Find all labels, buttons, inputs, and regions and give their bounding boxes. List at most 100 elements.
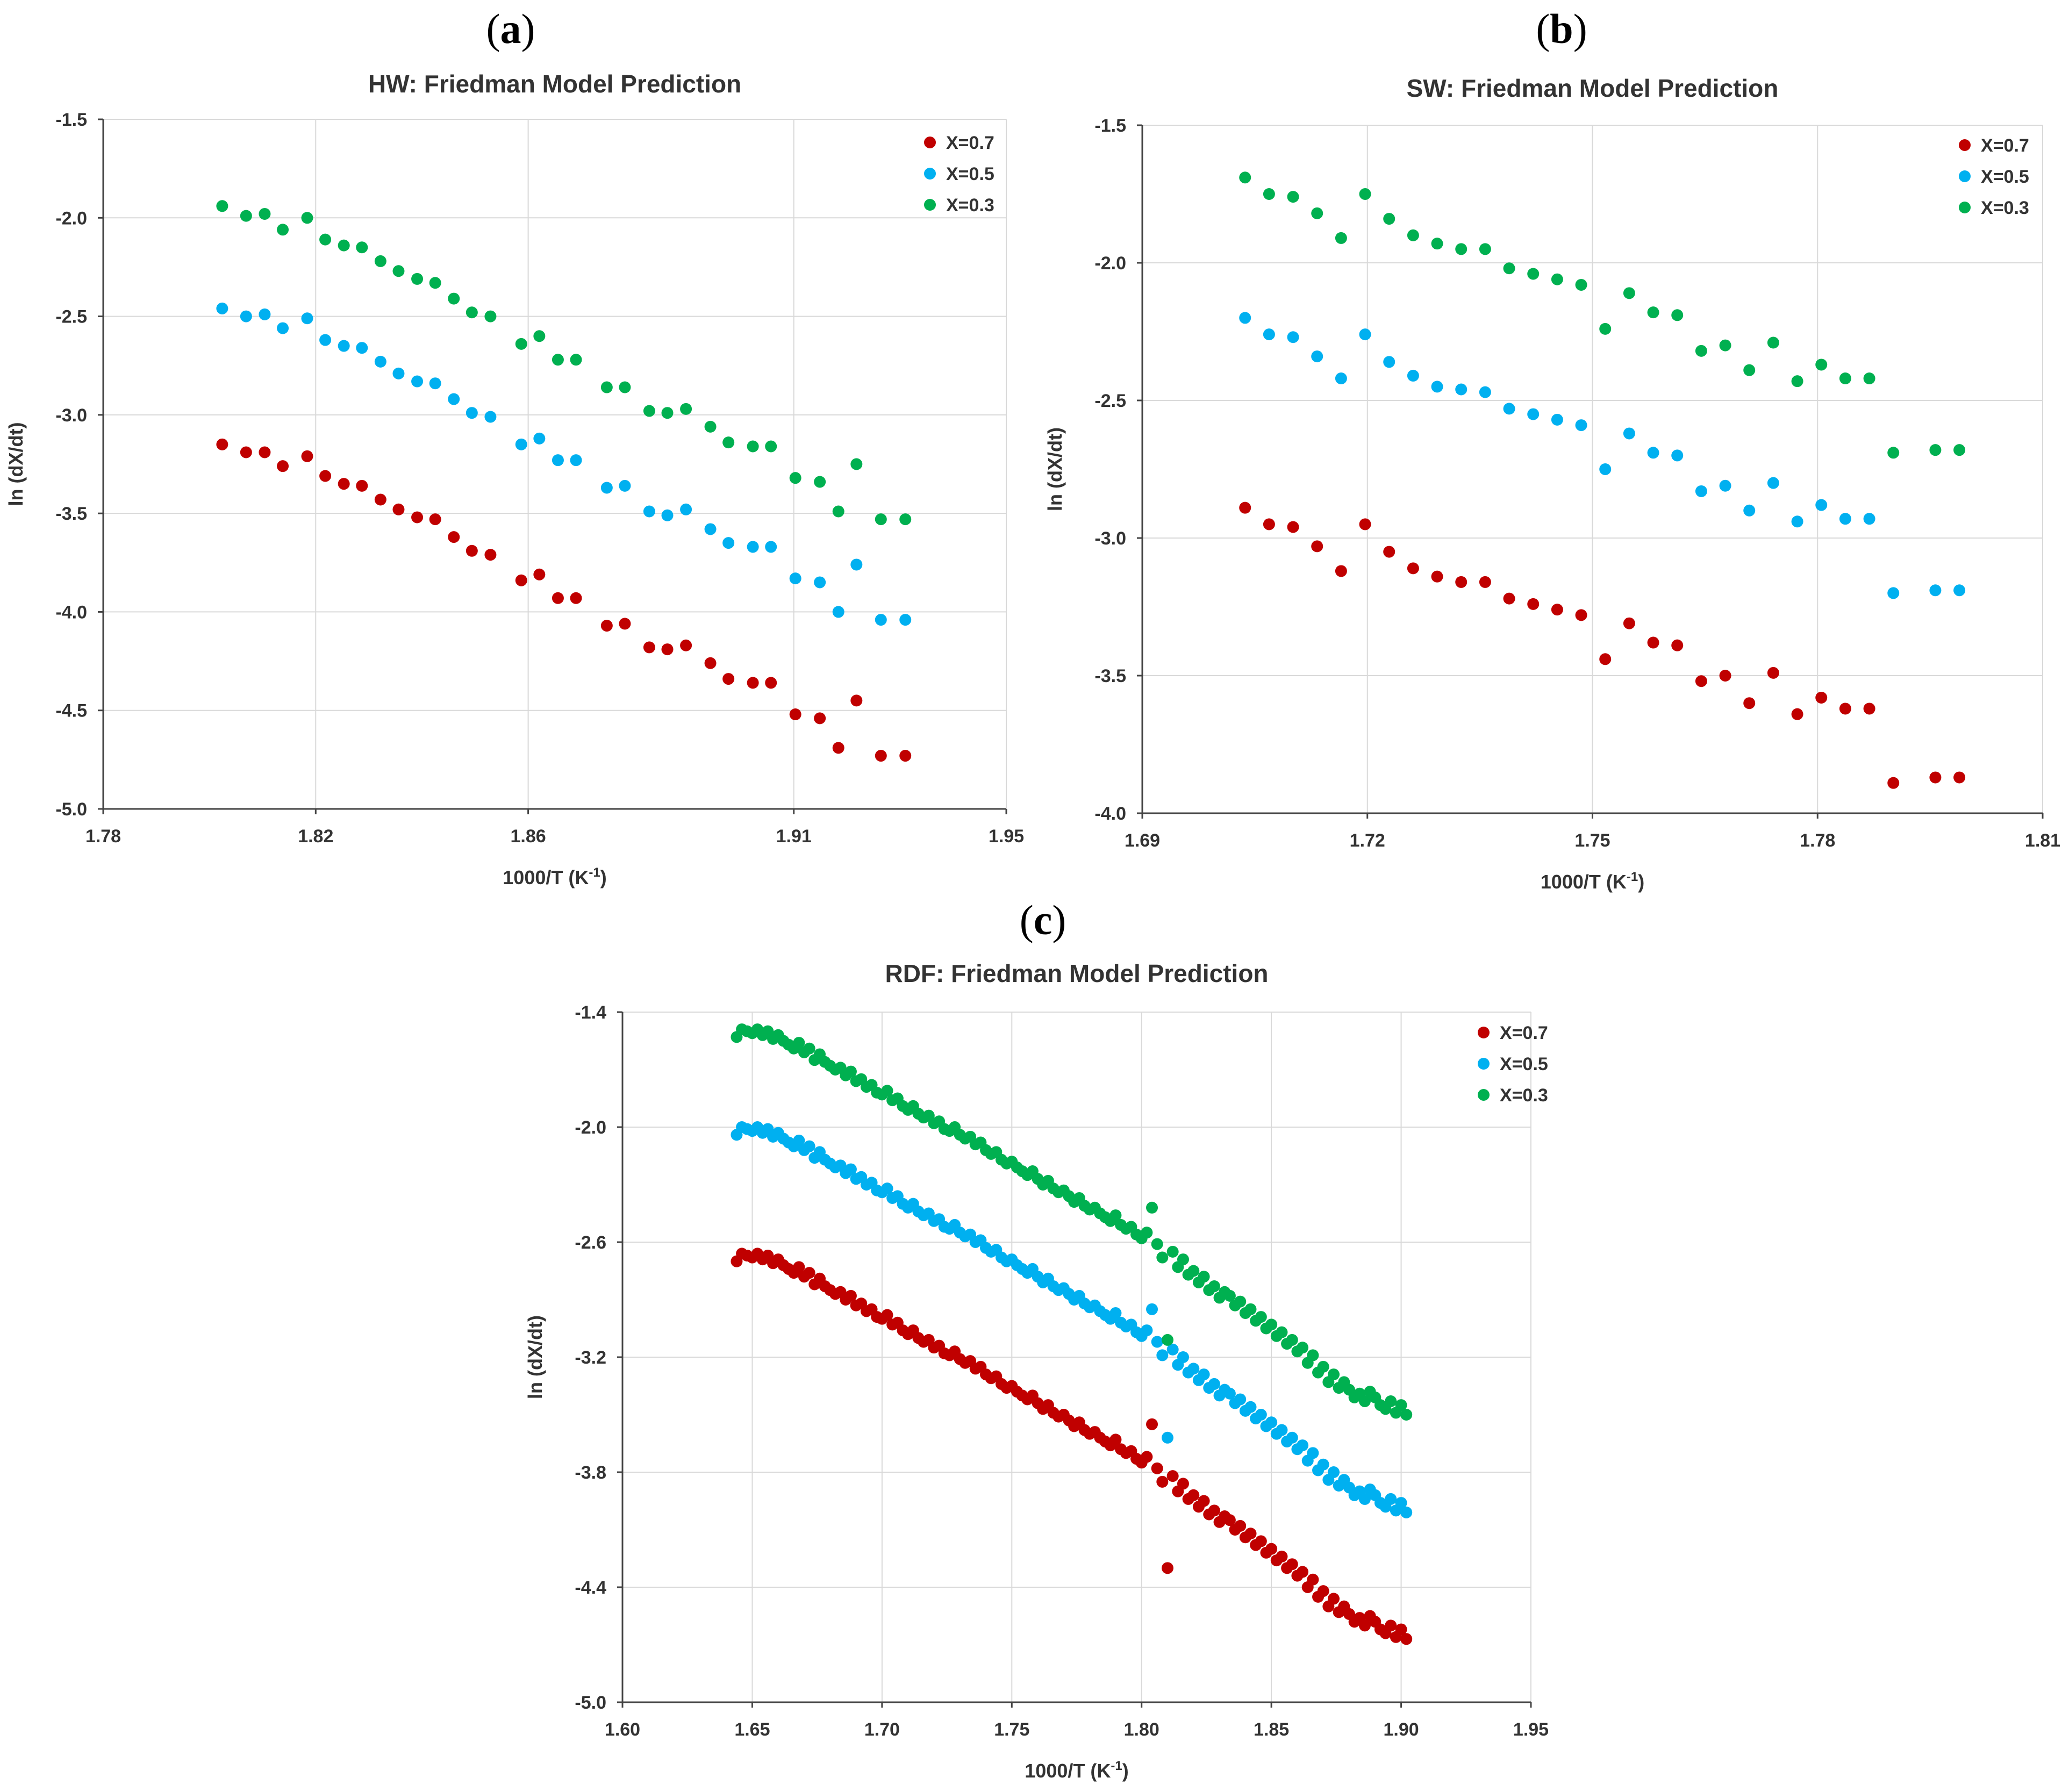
data-point <box>374 255 386 267</box>
data-point <box>552 354 564 366</box>
data-point <box>1527 598 1540 610</box>
data-point <box>680 403 692 415</box>
data-point <box>1276 1424 1288 1436</box>
data-point <box>1187 1363 1200 1375</box>
data-point <box>1407 229 1419 241</box>
data-point <box>1287 521 1299 533</box>
data-point <box>1385 1395 1397 1408</box>
data-point <box>1400 1506 1413 1518</box>
legend-label: X=0.7 <box>1981 135 2029 156</box>
data-point <box>301 450 313 462</box>
data-point <box>466 407 478 419</box>
data-point <box>1407 562 1419 575</box>
data-point <box>411 375 424 388</box>
data-point <box>875 513 887 526</box>
data-point <box>680 639 692 651</box>
data-point <box>1695 345 1707 357</box>
legend-label: X=0.5 <box>1981 167 2029 187</box>
data-point <box>1671 639 1684 651</box>
data-point <box>1287 331 1299 343</box>
data-point <box>429 277 441 289</box>
data-point <box>570 354 582 366</box>
legend-label: X=0.3 <box>1500 1085 1548 1106</box>
series-X=0.5 <box>1239 312 1966 599</box>
data-point <box>1719 339 1731 352</box>
data-point <box>722 537 735 549</box>
y-tick-label: -2.5 <box>1094 391 1126 411</box>
series-X=0.3 <box>1239 171 1966 459</box>
data-point <box>1743 364 1756 376</box>
data-point <box>600 620 613 632</box>
data-point <box>216 200 228 212</box>
data-point <box>338 478 350 490</box>
data-point <box>704 523 717 535</box>
data-point <box>789 472 801 484</box>
data-point <box>1839 703 1851 715</box>
chart-title: RDF: Friedman Model Prediction <box>885 959 1268 987</box>
data-point <box>1503 403 1515 415</box>
data-point <box>1431 238 1443 250</box>
chart-title: SW: Friedman Model Prediction <box>1407 74 1779 102</box>
data-point <box>1109 1209 1122 1222</box>
data-point <box>832 505 844 518</box>
data-point <box>1234 1519 1247 1532</box>
data-point <box>1383 546 1395 558</box>
data-point <box>1359 518 1371 531</box>
data-point <box>1719 670 1731 682</box>
y-tick-label: -1.5 <box>55 110 87 130</box>
data-point <box>1551 413 1563 426</box>
data-point <box>643 405 655 417</box>
data-point <box>392 367 405 379</box>
data-point <box>356 479 368 492</box>
data-point <box>1839 513 1851 525</box>
x-tick-label: 1.69 <box>1125 830 1160 851</box>
y-tick-label: -2.0 <box>1094 253 1126 274</box>
data-point <box>533 568 546 580</box>
data-point <box>515 574 527 586</box>
data-point <box>899 750 912 762</box>
y-tick-label: -2.0 <box>55 208 87 228</box>
data-point <box>1695 485 1707 497</box>
legend-marker <box>1959 139 1971 151</box>
data-point <box>1223 1514 1236 1526</box>
data-point <box>789 708 801 721</box>
data-point <box>1791 515 1803 528</box>
data-point <box>875 614 887 626</box>
data-point <box>1455 243 1467 255</box>
data-point <box>643 505 655 518</box>
data-point <box>1623 427 1635 440</box>
data-point <box>1328 1368 1340 1381</box>
data-point <box>356 241 368 254</box>
data-point <box>1146 1201 1158 1214</box>
x-tick-label: 1.91 <box>776 826 812 847</box>
data-point <box>515 338 527 350</box>
data-point <box>1383 356 1395 368</box>
data-point <box>1358 1493 1371 1505</box>
data-point <box>484 310 497 322</box>
data-point <box>1383 213 1395 225</box>
data-point <box>1953 444 1966 456</box>
data-point <box>1335 565 1347 577</box>
y-tick-label: -2.0 <box>575 1117 606 1138</box>
x-tick-label: 1.82 <box>298 826 333 847</box>
data-point <box>1317 1458 1329 1471</box>
data-point <box>570 454 582 467</box>
legend-marker <box>1478 1058 1490 1070</box>
data-point <box>1551 604 1563 616</box>
series-X=0.3 <box>731 1023 1413 1421</box>
data-point <box>722 673 735 685</box>
data-point <box>1311 540 1323 553</box>
y-tick-label: -1.4 <box>575 1002 606 1023</box>
data-point <box>1328 1593 1340 1605</box>
data-point <box>1455 576 1467 588</box>
series-X=0.5 <box>731 1121 1413 1518</box>
data-point <box>1166 1245 1179 1258</box>
y-tick-label: -5.0 <box>575 1693 606 1713</box>
data-point <box>1156 1475 1169 1488</box>
x-tick-label: 1.72 <box>1350 830 1385 851</box>
data-point <box>448 393 460 405</box>
data-point <box>1395 1497 1407 1509</box>
data-point <box>1162 1431 1173 1444</box>
data-point <box>1953 584 1966 597</box>
